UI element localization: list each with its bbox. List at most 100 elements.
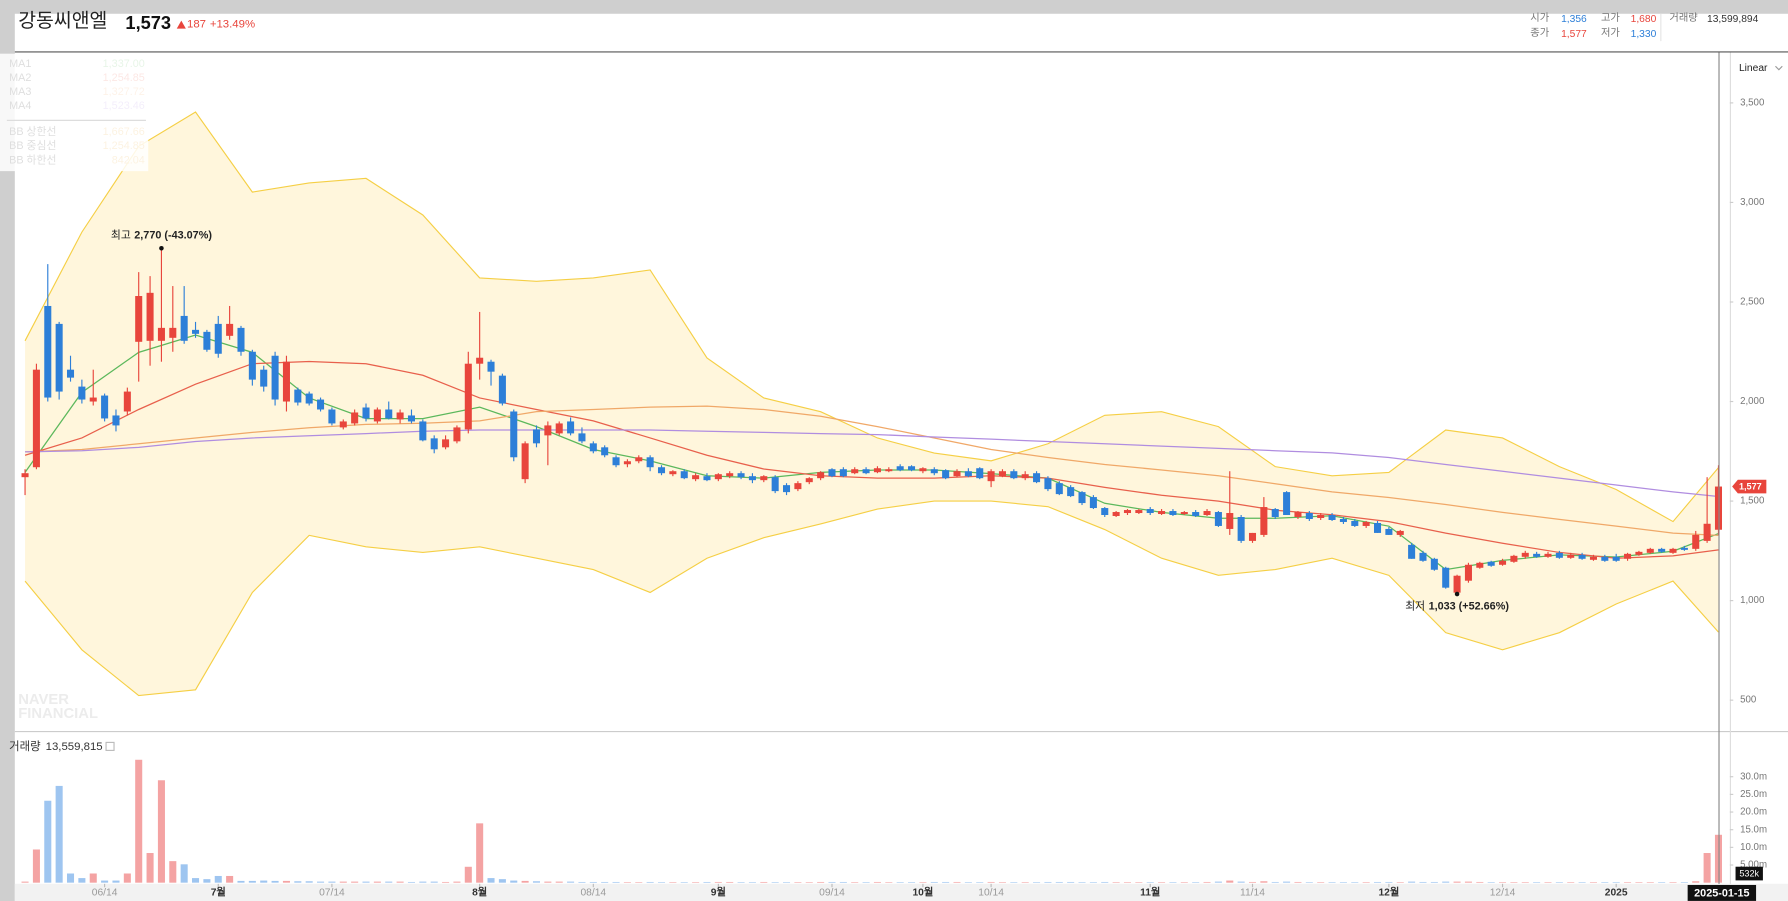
candle-body — [964, 471, 972, 477]
candle-body — [998, 471, 1006, 477]
candle-body — [1305, 513, 1313, 519]
candle-body — [1646, 548, 1654, 553]
volume-bar — [1101, 881, 1109, 883]
volume-bar — [1669, 882, 1677, 883]
candle-body — [1283, 492, 1291, 516]
candle-body — [1703, 523, 1711, 541]
candle-body — [1373, 522, 1382, 533]
volume-bar — [578, 881, 586, 883]
candle-body — [794, 483, 802, 490]
volume-bar — [1260, 881, 1268, 883]
volume-cursor-label: 532k — [1739, 869, 1759, 879]
volume-tick-label: 20.0m — [1740, 807, 1767, 818]
candle-body — [646, 457, 654, 468]
y-tick-label: 2,500 — [1740, 297, 1765, 308]
candle-body — [1317, 515, 1325, 518]
volume-bar — [567, 881, 575, 883]
y-tick-label: 3,500 — [1740, 97, 1765, 108]
cursor-date: 2025-01-15 — [1694, 887, 1749, 899]
volume-bar — [1271, 881, 1279, 883]
y-tick-label: 1,000 — [1740, 595, 1765, 606]
candle-body — [1260, 507, 1268, 535]
volume-bar — [1544, 882, 1552, 883]
volume-bar — [1305, 882, 1313, 883]
volume-bar — [1703, 853, 1711, 883]
stat-label: 시가 — [1530, 12, 1549, 24]
dropdown-icon[interactable] — [1775, 65, 1783, 71]
volume-bar — [919, 882, 927, 883]
candle-body — [567, 421, 575, 434]
volume-bar — [89, 873, 97, 883]
volume-bar — [1158, 882, 1166, 883]
candle-body — [55, 323, 63, 392]
x-tick-label: 10/14 — [978, 888, 1004, 899]
volume-bar — [635, 882, 643, 883]
candle-body — [1192, 512, 1200, 517]
price-change: 187 — [187, 19, 206, 31]
candle-body — [1123, 510, 1132, 514]
volume-bar — [362, 881, 370, 883]
settings-icon[interactable] — [105, 741, 115, 751]
candle-body — [1419, 552, 1427, 561]
candle-body — [908, 466, 916, 471]
volume-bar — [873, 881, 881, 883]
candle-body — [1078, 492, 1086, 504]
volume-tick-label: 15.0m — [1740, 824, 1767, 835]
candle-body — [407, 415, 415, 422]
volume-bar — [1408, 881, 1416, 883]
scale-toggle[interactable]: Linear — [1739, 63, 1768, 74]
volume-bar — [55, 785, 63, 883]
candle-body — [1067, 487, 1075, 497]
x-tick-label: 7월 — [211, 886, 226, 899]
volume-bar — [510, 880, 518, 883]
volume-bar — [1646, 882, 1654, 883]
candle-body — [498, 375, 506, 404]
volume-bar — [1578, 882, 1586, 883]
volume-bar — [646, 881, 654, 883]
candle-body — [362, 407, 370, 419]
stat-label: 고가 — [1601, 12, 1620, 24]
volume-bar — [885, 882, 893, 883]
volume-bar — [726, 881, 734, 883]
volume-bar — [248, 880, 256, 883]
volume-bar — [964, 882, 972, 883]
volume-bar — [817, 881, 825, 883]
volume-bar — [987, 881, 995, 883]
candle-body — [1248, 532, 1257, 541]
moving-average-line — [25, 405, 1719, 536]
watermark: NAVER — [18, 692, 69, 708]
candle-body — [396, 412, 404, 420]
candle-body — [1567, 554, 1575, 558]
volume-bar — [1283, 881, 1291, 883]
volume-bar — [976, 882, 984, 883]
volume-bar — [1237, 881, 1245, 883]
extreme-marker — [159, 245, 164, 251]
candle-body — [1521, 552, 1529, 557]
volume-bar — [748, 882, 756, 883]
volume-bar — [180, 864, 188, 883]
stat-label: 종가 — [1530, 27, 1549, 39]
volume-bar — [294, 881, 302, 883]
candle-body — [1055, 483, 1063, 495]
x-tick-label: 12/14 — [1490, 888, 1516, 899]
candle-body — [1237, 516, 1245, 541]
volume-bar — [407, 881, 415, 883]
candle-body — [1430, 558, 1438, 570]
volume-bar — [282, 880, 290, 883]
x-tick-label: 12월 — [1378, 886, 1399, 899]
volume-bar — [692, 882, 700, 883]
volume-bar — [998, 882, 1006, 883]
volume-bar — [1442, 881, 1450, 883]
volume-bar — [532, 881, 541, 883]
candle-body — [1089, 497, 1097, 509]
volume-bar — [930, 881, 938, 883]
volume-bar — [385, 881, 393, 883]
volume-bar — [1692, 881, 1700, 883]
volume-bar — [21, 881, 29, 883]
x-tick-label: 9월 — [711, 886, 726, 899]
candle-body — [817, 472, 825, 479]
volume-bar — [1010, 882, 1018, 883]
legend-box — [0, 53, 149, 172]
volume-bar — [1044, 881, 1052, 883]
volume-bar — [1214, 881, 1222, 883]
